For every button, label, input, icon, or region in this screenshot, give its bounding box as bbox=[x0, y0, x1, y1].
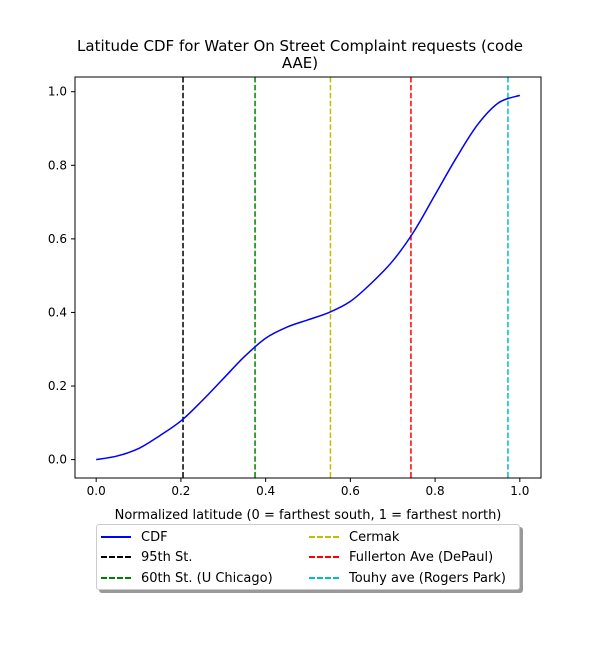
legend-label-60th-st: 60th St. (U Chicago) bbox=[141, 570, 273, 586]
legend-swatch-fullerton bbox=[309, 556, 339, 558]
chart-title-line-1: Latitude CDF for Water On Street Complai… bbox=[77, 37, 523, 55]
legend-label-touhy: Touhy ave (Rogers Park) bbox=[349, 570, 506, 586]
legend-item-cermak: Cermak bbox=[309, 527, 399, 547]
legend-swatch-60th-st bbox=[101, 577, 131, 579]
legend-label-fullerton: Fullerton Ave (DePaul) bbox=[349, 549, 494, 565]
chart-legend: CDF 95th St. 60th St. (U Chicago) Cermak… bbox=[96, 524, 520, 590]
legend-swatch-touhy bbox=[309, 577, 339, 579]
legend-swatch-cdf bbox=[101, 536, 131, 538]
x-tick-label: 0.2 bbox=[171, 484, 190, 498]
legend-swatch-cermak bbox=[309, 536, 339, 538]
legend-item-95th-st: 95th St. bbox=[101, 547, 193, 567]
x-tick-label: 0.0 bbox=[87, 484, 106, 498]
x-tick-label: 1.0 bbox=[510, 484, 529, 498]
legend-swatch-95th-st bbox=[101, 556, 131, 558]
chart-title: Latitude CDF for Water On Street Complai… bbox=[0, 38, 600, 72]
y-tick-label: 1.0 bbox=[48, 85, 67, 99]
series-line-cdf bbox=[96, 94, 521, 461]
x-tick-label: 0.4 bbox=[256, 484, 275, 498]
legend-item-60th-st: 60th St. (U Chicago) bbox=[101, 568, 273, 588]
legend-label-cermak: Cermak bbox=[349, 529, 400, 545]
chart-title-line-2: AAE) bbox=[281, 54, 319, 72]
y-tick-label: 0.4 bbox=[48, 305, 67, 319]
legend-item-fullerton: Fullerton Ave (DePaul) bbox=[309, 547, 493, 567]
legend-item-touhy: Touhy ave (Rogers Park) bbox=[309, 568, 506, 588]
legend-label-cdf: CDF bbox=[141, 529, 168, 545]
y-tick-label: 0.8 bbox=[48, 158, 67, 172]
y-tick-label: 0.0 bbox=[48, 453, 67, 467]
plot-frame bbox=[74, 76, 542, 479]
legend-item-cdf: CDF bbox=[101, 527, 168, 547]
x-axis-label: Normalized latitude (0 = farthest south,… bbox=[115, 508, 502, 523]
y-tick-label: 0.2 bbox=[48, 379, 67, 393]
x-tick-label: 0.6 bbox=[341, 484, 360, 498]
x-tick-label: 0.8 bbox=[426, 484, 445, 498]
legend-label-95th-st: 95th St. bbox=[141, 549, 193, 565]
y-tick-label: 0.6 bbox=[48, 232, 67, 246]
